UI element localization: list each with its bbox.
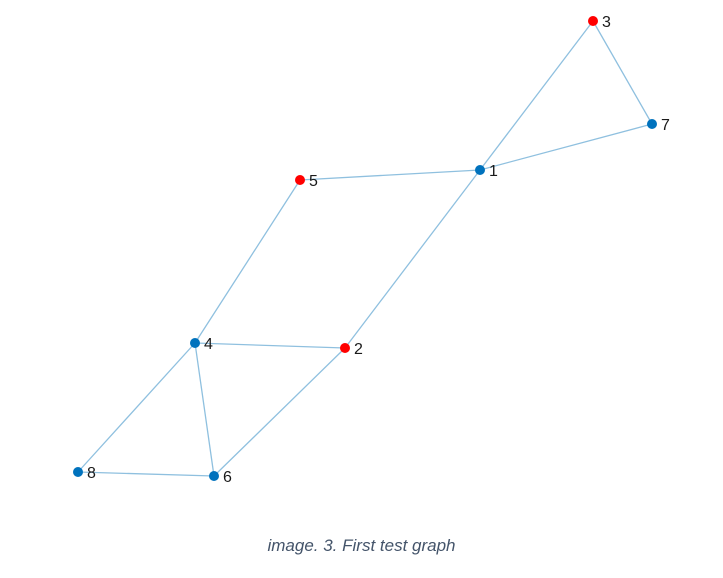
labels-layer: 1 2 3 4 5 6 7 8 (87, 14, 670, 486)
node-2 (340, 343, 350, 353)
edge-1-2 (344, 169, 481, 349)
node-3 (588, 16, 598, 26)
node-1 (475, 165, 485, 175)
figure-caption: image. 3. First test graph (267, 536, 456, 555)
edge-4-8 (77, 342, 196, 473)
node-5 (295, 175, 305, 185)
edge-8-6 (77, 471, 215, 477)
edge-1-3 (479, 20, 594, 171)
node-7 (647, 119, 657, 129)
edges-layer (77, 20, 653, 477)
edge-3-7 (592, 20, 653, 125)
node-label-6: 6 (223, 469, 232, 486)
node-label-5: 5 (309, 173, 318, 190)
edge-4-6 (194, 342, 215, 477)
node-6 (209, 471, 219, 481)
node-label-3: 3 (602, 14, 611, 31)
edge-4-2 (194, 342, 346, 349)
node-4 (190, 338, 200, 348)
edge-1-5 (299, 169, 481, 181)
node-label-4: 4 (204, 336, 213, 353)
node-label-1: 1 (489, 163, 498, 180)
nodes-layer (73, 16, 657, 481)
edge-5-4 (194, 179, 301, 344)
node-8 (73, 467, 83, 477)
node-label-7: 7 (661, 117, 670, 134)
edge-1-7 (479, 123, 653, 171)
node-label-2: 2 (354, 341, 363, 358)
node-label-8: 8 (87, 465, 96, 482)
edge-2-6 (213, 347, 346, 477)
